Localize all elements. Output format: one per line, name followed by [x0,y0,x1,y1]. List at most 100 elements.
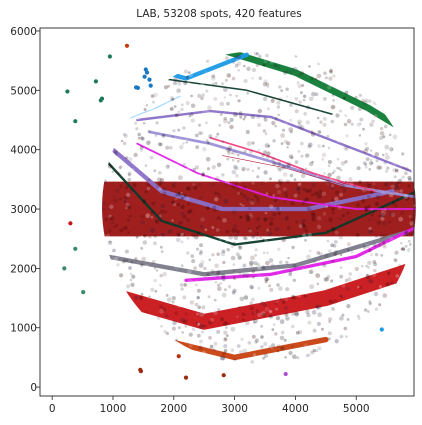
tissue-speckle [400,247,404,251]
tissue-speckle [335,159,339,163]
tissue-speckle [316,193,322,199]
tissue-speckle [278,168,282,172]
tissue-speckle [262,82,268,87]
tissue-speckle [275,114,281,119]
tissue-speckle [198,345,203,351]
tissue-speckle [218,240,222,244]
tissue-speckle [288,154,294,159]
tissue-speckle [155,121,159,125]
tissue-speckle [216,252,220,256]
tissue-speckle [165,164,170,170]
tissue-speckle [350,105,355,110]
tissue-speckle [284,216,289,221]
outlier-spot [147,77,152,82]
tissue-speckle [278,97,283,102]
outlier-spot [62,266,67,271]
tissue-speckle [372,260,377,264]
tissue-speckle [390,246,394,250]
tissue-speckle [102,201,106,206]
tissue-speckle [194,280,199,284]
tissue-speckle [253,258,258,263]
tissue-speckle [306,206,312,212]
tissue-speckle [256,301,260,305]
tissue-speckle [297,73,302,77]
tissue-speckle [331,259,335,263]
tissue-speckle [217,283,220,287]
tissue-speckle [185,218,191,223]
tissue-speckle [205,157,211,162]
tissue-speckle [221,276,226,282]
tissue-speckle [271,121,276,126]
tissue-speckle [118,197,122,201]
tissue-speckle [230,151,234,155]
tissue-speckle [123,133,128,138]
tissue-speckle [366,273,369,277]
tissue-speckle [210,174,216,180]
tissue-speckle [220,339,224,342]
tissue-speckle [274,226,280,232]
tissue-speckle [355,137,360,142]
tissue-speckle [339,294,343,298]
tissue-speckle [280,169,284,173]
tissue-speckle [200,158,206,163]
tissue-speckle [187,210,191,214]
tissue-speckle [276,206,280,211]
tissue-speckle [297,123,303,129]
tissue-speckle [296,356,300,360]
tissue-speckle [385,208,390,213]
tissue-speckle [358,180,362,184]
tissue-spot-region [102,50,416,364]
tissue-speckle [182,126,186,130]
tissue-speckle [308,269,314,274]
tissue-speckle [180,191,183,195]
tissue-speckle [226,101,230,106]
tissue-speckle [296,186,300,191]
tissue-speckle [225,229,230,234]
tissue-speckle [255,338,260,343]
tissue-speckle [289,54,293,58]
tissue-speckle [119,184,123,189]
tissue-speckle [408,215,412,218]
tissue-speckle [304,343,308,347]
tissue-speckle [223,118,228,124]
tissue-speckle [354,95,358,100]
tissue-speckle [114,152,119,156]
tissue-speckle [180,240,184,244]
tissue-speckle [217,286,222,292]
tissue-speckle [374,187,379,191]
tissue-speckle [220,295,224,300]
tissue-speckle [286,161,292,167]
tissue-speckle [244,236,248,241]
tissue-speckle [176,78,182,83]
tissue-pink [209,136,376,193]
tissue-speckle [304,239,307,242]
tissue-speckle [255,217,261,222]
tissue-speckle [114,150,118,154]
tissue-speckle [357,285,360,289]
tissue-speckle [249,78,253,82]
tissue-speckle [223,349,228,353]
tissue-speckle [285,163,290,168]
tissue-speckle [404,231,409,237]
tissue-speckle [126,284,131,289]
tissue-speckle [171,296,176,301]
tissue-speckle [206,167,211,171]
tissue-speckle [137,132,141,137]
tissue-speckle [197,183,202,187]
tissue-speckle [285,316,290,321]
tissue-speckle [308,142,313,148]
tissue-speckle [163,329,167,334]
tissue-speckle [284,312,289,317]
tissue-speckle [299,125,305,130]
tissue-speckle [152,100,155,104]
tissue-speckle [333,240,338,244]
tissue-speckle [161,307,167,312]
tissue-speckle [330,185,335,190]
tissue-speckle [204,170,209,176]
tissue-speckle [280,168,285,172]
tissue-speckle [186,186,191,191]
tissue-speckle [211,165,216,170]
tissue-speckle [109,216,113,220]
tissue-speckle [174,113,179,118]
tissue-speckle [372,243,377,248]
